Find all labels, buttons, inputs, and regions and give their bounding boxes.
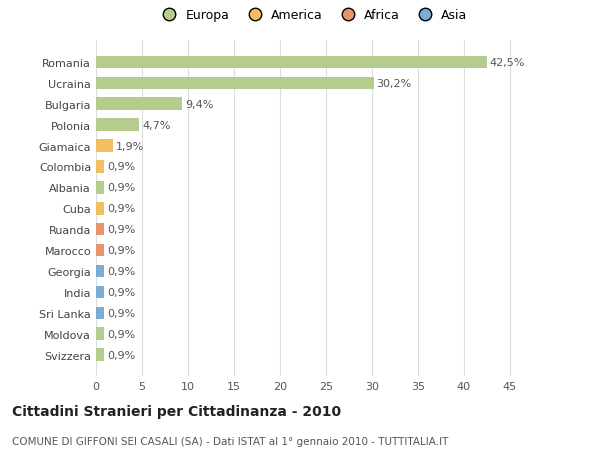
Bar: [96, 202, 104, 215]
Bar: [96, 307, 104, 319]
Text: 0,9%: 0,9%: [107, 246, 135, 256]
Bar: [96, 349, 104, 361]
Bar: [96, 286, 104, 298]
Bar: [96, 140, 113, 152]
Text: 9,4%: 9,4%: [185, 100, 214, 110]
Text: 1,9%: 1,9%: [116, 141, 145, 151]
Text: 0,9%: 0,9%: [107, 350, 135, 360]
Text: 4,7%: 4,7%: [142, 120, 170, 130]
Bar: [96, 182, 104, 194]
Text: 0,9%: 0,9%: [107, 183, 135, 193]
Text: 30,2%: 30,2%: [376, 78, 412, 89]
Text: Cittadini Stranieri per Cittadinanza - 2010: Cittadini Stranieri per Cittadinanza - 2…: [12, 404, 341, 418]
Bar: [96, 224, 104, 236]
Text: 0,9%: 0,9%: [107, 204, 135, 214]
Legend: Europa, America, Africa, Asia: Europa, America, Africa, Asia: [152, 4, 472, 27]
Bar: [96, 265, 104, 278]
Text: 42,5%: 42,5%: [490, 58, 525, 68]
Bar: [96, 119, 139, 132]
Text: 0,9%: 0,9%: [107, 287, 135, 297]
Bar: [96, 328, 104, 340]
Text: 0,9%: 0,9%: [107, 162, 135, 172]
Bar: [96, 161, 104, 174]
Bar: [96, 244, 104, 257]
Bar: [96, 98, 182, 111]
Text: 0,9%: 0,9%: [107, 225, 135, 235]
Bar: [96, 56, 487, 69]
Text: 0,9%: 0,9%: [107, 266, 135, 276]
Text: 0,9%: 0,9%: [107, 308, 135, 318]
Text: COMUNE DI GIFFONI SEI CASALI (SA) - Dati ISTAT al 1° gennaio 2010 - TUTTITALIA.I: COMUNE DI GIFFONI SEI CASALI (SA) - Dati…: [12, 436, 448, 446]
Bar: [96, 78, 374, 90]
Text: 0,9%: 0,9%: [107, 329, 135, 339]
